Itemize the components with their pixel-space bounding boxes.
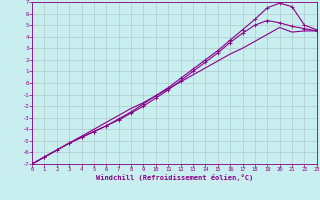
X-axis label: Windchill (Refroidissement éolien,°C): Windchill (Refroidissement éolien,°C) xyxy=(96,174,253,181)
